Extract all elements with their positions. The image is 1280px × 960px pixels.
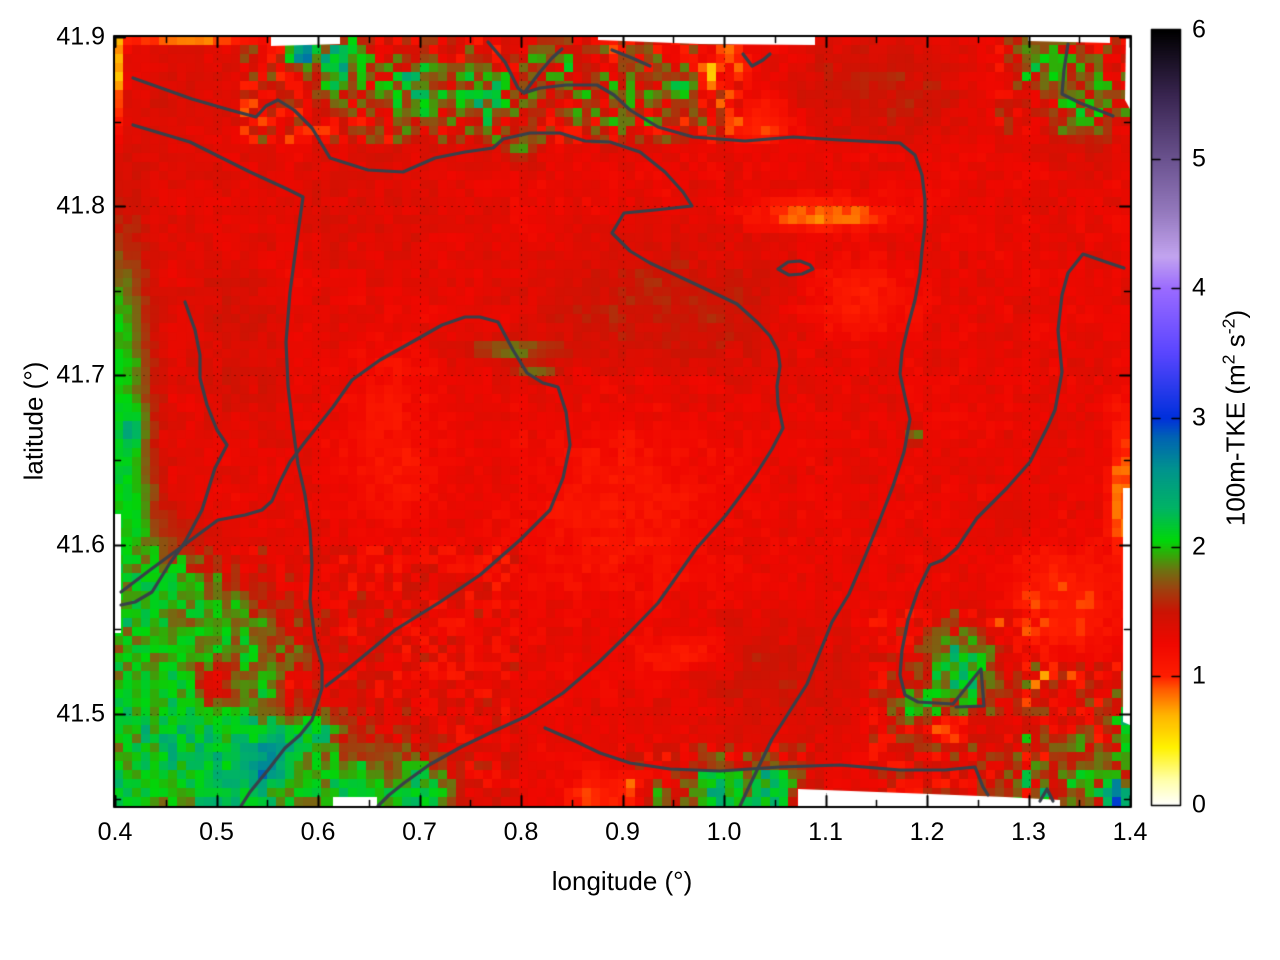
colorbar-label-sup2: -2 [1218, 318, 1239, 335]
x-tick-label: 0.5 [199, 818, 234, 846]
x-tick-label: 1.3 [1011, 818, 1046, 846]
x-tick-label: 0.9 [605, 818, 640, 846]
colorbar-tick-label: 2 [1192, 532, 1206, 561]
y-tick-label: 41.6 [56, 530, 105, 559]
colorbar-label: 100m-TKE (m2 s-2) [1219, 310, 1252, 526]
x-tick-label: 1.4 [1112, 818, 1148, 846]
colorbar-label-text: 100m-TKE (m [1220, 364, 1251, 527]
colorbar-tick-label: 1 [1192, 661, 1206, 690]
x-tick-label: 1.1 [808, 818, 843, 846]
x-tick-label: 0.7 [402, 818, 437, 846]
colorbar-tick-label: 0 [1192, 790, 1206, 819]
colorbar-tick-label: 3 [1192, 403, 1206, 431]
y-tick-label: 41.5 [56, 699, 105, 728]
x-tick-label: 1.2 [909, 818, 945, 846]
x-tick-label: 1.0 [706, 818, 742, 846]
colorbar-label-mid: s [1220, 334, 1251, 355]
x-tick-label: 0.8 [503, 818, 539, 846]
colorbar-tick-label: 4 [1192, 273, 1206, 302]
colorbar-tick-label: 5 [1192, 144, 1206, 173]
x-axis-label: longitude (°) [551, 866, 693, 896]
y-tick-label: 41.7 [56, 360, 105, 389]
x-tick-label: 0.6 [300, 818, 336, 846]
colorbar-label-sup1: 2 [1218, 354, 1239, 365]
x-tick-label: 0.4 [97, 818, 133, 846]
y-tick-label: 41.9 [56, 22, 105, 51]
colorbar-tick-label: 6 [1192, 15, 1206, 44]
y-tick-label: 41.8 [56, 191, 105, 220]
colorbar-label-end: ) [1220, 309, 1251, 319]
